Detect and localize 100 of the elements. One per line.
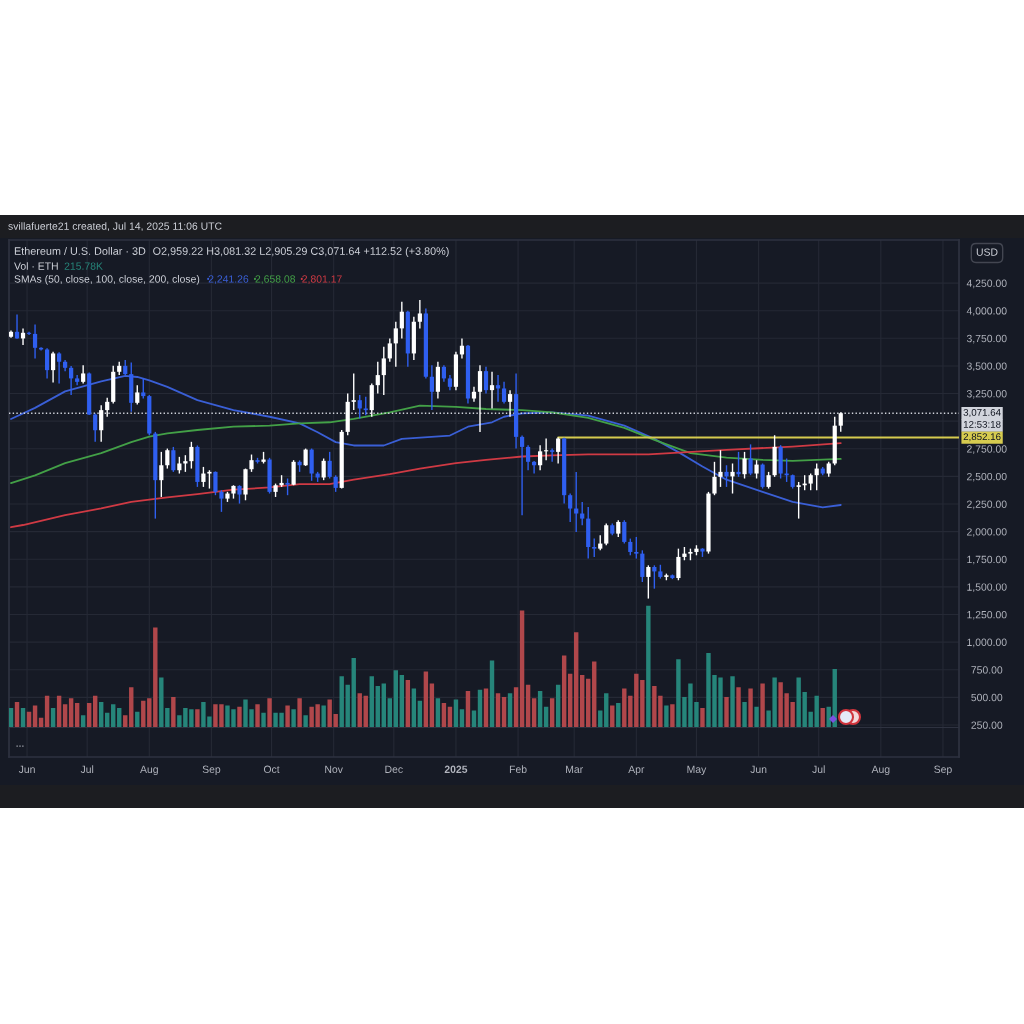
candlestick xyxy=(213,470,218,496)
candlestick xyxy=(417,299,422,330)
candlestick xyxy=(32,323,38,360)
bar xyxy=(195,709,200,728)
bar xyxy=(423,671,429,728)
x-tick-label: Dec xyxy=(385,765,403,773)
bar xyxy=(411,688,417,728)
legend-label: 2,241.26 xyxy=(208,275,249,284)
text: svillafuerte21 created, Jul 14, 2025 11:06 UTC xyxy=(8,222,222,232)
bar xyxy=(405,679,411,728)
y-tick-label: 3,750.00 xyxy=(966,334,1007,344)
bar xyxy=(495,693,501,728)
candlestick xyxy=(640,549,645,583)
candlestick xyxy=(501,381,507,405)
bar xyxy=(742,701,747,728)
candlestick xyxy=(724,464,729,488)
candlestick xyxy=(730,462,735,495)
chart-title: Vol · ETH xyxy=(14,262,58,270)
candlestick xyxy=(357,394,362,420)
bar xyxy=(760,683,765,728)
y-tick-label: 1,250.00 xyxy=(967,610,1007,620)
candlestick xyxy=(141,377,146,400)
bar xyxy=(68,698,74,728)
bar xyxy=(748,688,753,728)
x-tick-label: Oct xyxy=(263,765,280,773)
bar xyxy=(754,706,759,728)
candlestick xyxy=(712,461,717,496)
chart-subtitle: 215.78K xyxy=(64,262,103,270)
candlestick xyxy=(604,522,609,546)
x-tick-label: Sep xyxy=(934,765,952,776)
candlestick xyxy=(429,364,434,411)
y-tick-label: 250.00 xyxy=(971,721,1003,729)
bar xyxy=(580,675,585,728)
candlestick xyxy=(568,492,573,523)
legend-title: SMAs (50, close, 100, close, 200, close) xyxy=(14,275,200,285)
y-tick-label: 2,750.00 xyxy=(967,445,1007,454)
bar xyxy=(700,707,705,728)
candlestick xyxy=(237,484,242,505)
candlestick xyxy=(676,547,681,581)
bar xyxy=(573,632,579,728)
candlestick xyxy=(634,536,639,560)
candlestick xyxy=(838,411,843,433)
candlestick xyxy=(201,466,206,488)
x-tick-label: Mar xyxy=(566,765,583,773)
candlestick xyxy=(219,489,224,513)
bar xyxy=(357,693,362,728)
bar xyxy=(592,661,597,728)
candlestick xyxy=(796,481,801,520)
bar xyxy=(393,670,399,728)
x-tick-label: Aug xyxy=(871,765,890,776)
candlestick xyxy=(189,441,194,470)
candlestick xyxy=(291,459,296,486)
bar xyxy=(285,705,290,728)
y-tick-label: 2,250.00 xyxy=(967,500,1007,510)
bar xyxy=(255,704,260,728)
text: O2,959.22 H3,081.32 L2,905.29 C3,071.64 +112.52 (+3.80%) xyxy=(153,246,449,258)
candlestick xyxy=(381,346,386,396)
line-series xyxy=(10,404,842,484)
bar xyxy=(303,715,308,728)
candlestick xyxy=(44,347,50,380)
bar xyxy=(387,698,393,728)
y-tick-label: 3,500.00 xyxy=(966,362,1007,372)
x-tick-label: Feb xyxy=(509,765,527,773)
candlestick xyxy=(538,444,543,471)
bar xyxy=(531,698,537,728)
bar xyxy=(646,605,651,728)
candlestick xyxy=(556,436,561,465)
y-tick-label: 4,250.00 xyxy=(966,279,1007,289)
bar xyxy=(369,676,374,728)
candlestick xyxy=(507,389,513,418)
bar xyxy=(129,687,134,728)
candlestick xyxy=(57,351,62,385)
bar xyxy=(471,710,477,728)
bar xyxy=(598,710,603,728)
text: Ethereum / U.S. Dollar · 3D xyxy=(14,246,146,255)
candlestick xyxy=(754,459,759,480)
bar xyxy=(561,655,567,728)
candlestick xyxy=(399,301,404,340)
line-series xyxy=(10,442,842,529)
candlestick xyxy=(742,451,747,480)
bar xyxy=(736,687,741,728)
candlestick xyxy=(375,361,380,395)
bar xyxy=(730,676,735,728)
candlestick xyxy=(165,447,170,470)
bar xyxy=(724,697,729,728)
x-tick-label: Jun xyxy=(750,765,767,773)
bar xyxy=(519,610,525,728)
y-tick-label: 500.00 xyxy=(971,693,1003,702)
y-tick-label: 3,250.00 xyxy=(966,390,1007,399)
y-tick-label: 4,000.00 xyxy=(966,307,1007,316)
candlestick xyxy=(327,451,332,480)
bar xyxy=(111,704,116,728)
y-tick-label: 2,500.00 xyxy=(967,472,1007,482)
bar xyxy=(453,699,459,728)
x-tick-label: Nov xyxy=(325,765,343,773)
bar xyxy=(507,693,513,728)
candlestick xyxy=(646,564,651,600)
bar xyxy=(237,706,242,728)
candlestick xyxy=(393,321,398,368)
bar xyxy=(501,697,507,728)
